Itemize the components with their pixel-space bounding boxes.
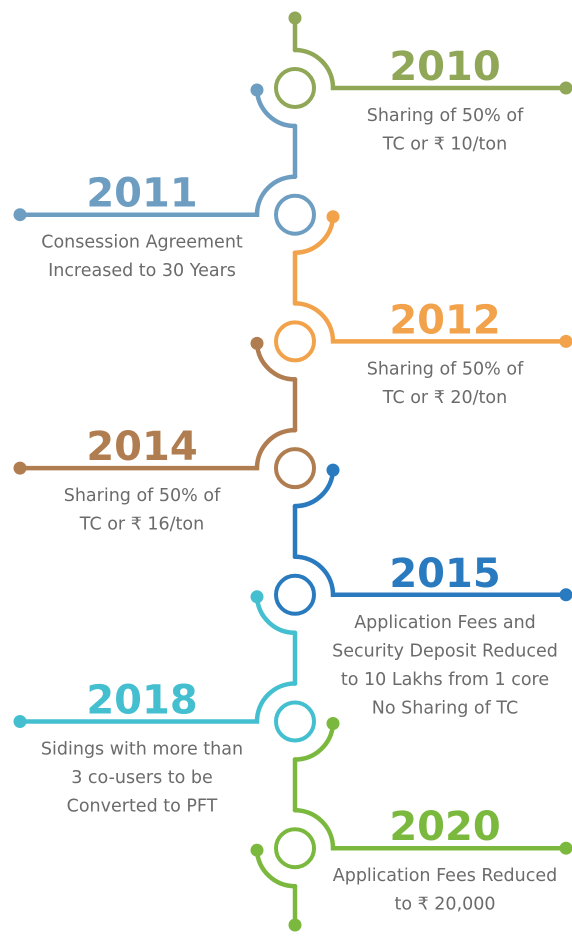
dot	[326, 717, 340, 730]
description: No Sharing of TC	[372, 698, 518, 718]
dot	[250, 83, 264, 97]
description: Consession Agreement	[41, 233, 243, 253]
dot	[288, 918, 302, 932]
description: Increased to 30 Years	[48, 261, 236, 281]
dot	[250, 336, 264, 350]
description: TC or ₹ 10/ton	[382, 135, 507, 155]
year: 2010	[389, 44, 500, 90]
node	[274, 700, 316, 743]
year: 2012	[389, 297, 500, 343]
node	[274, 320, 316, 363]
node	[274, 67, 316, 109]
branch	[292, 554, 569, 598]
dot	[559, 81, 572, 95]
description: Converted to PFT	[67, 797, 218, 817]
year: 2018	[86, 678, 197, 724]
dot	[13, 208, 27, 222]
node	[274, 193, 316, 236]
dot	[13, 461, 27, 475]
dot	[13, 715, 27, 728]
description: Application Fees Reduced	[333, 866, 558, 886]
year: 2014	[86, 424, 197, 470]
description: to ₹ 20,000	[394, 895, 495, 915]
description: Sharing of 50% of	[64, 486, 221, 506]
description: TC or ₹ 20/ton	[382, 388, 507, 408]
dot	[326, 210, 340, 224]
dot	[250, 590, 264, 604]
year: 2011	[86, 171, 197, 217]
description: Security Deposit Reduced	[332, 641, 558, 661]
description: to 10 Lakhs from 1 core	[341, 670, 549, 690]
branch	[292, 301, 569, 344]
description: Sidings with more than	[41, 740, 243, 760]
branch	[292, 47, 569, 91]
dot	[250, 843, 264, 857]
description: TC or ₹ 16/ton	[79, 515, 204, 535]
description: Sharing of 50% of	[367, 106, 524, 126]
node	[274, 447, 316, 490]
dot	[559, 841, 572, 855]
branch	[17, 681, 298, 724]
branch	[17, 174, 298, 217]
branch	[292, 807, 569, 851]
dot	[559, 588, 572, 602]
year: 2020	[389, 804, 500, 850]
year: 2015	[389, 551, 500, 597]
node	[274, 573, 316, 616]
description: Application Fees and	[354, 613, 536, 633]
branch	[17, 427, 298, 471]
node	[274, 827, 316, 870]
description: Sharing of 50% of	[367, 359, 524, 379]
description: 3 co-users to be	[71, 768, 213, 788]
dot	[559, 334, 572, 348]
dot	[326, 463, 340, 477]
